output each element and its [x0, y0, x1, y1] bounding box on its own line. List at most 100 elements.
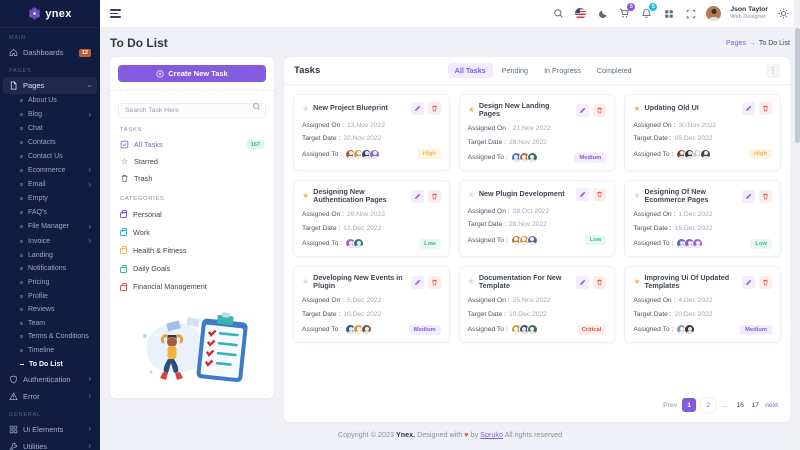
category-item[interactable]: Personal	[110, 205, 274, 223]
pagination-item[interactable]: next	[765, 401, 778, 409]
pagination-item[interactable]: 1	[682, 398, 697, 412]
tasks-tab[interactable]: In Progress	[537, 63, 588, 78]
star-icon[interactable]: ★	[302, 103, 310, 113]
brand-logo[interactable]: ynex	[0, 0, 100, 28]
star-icon[interactable]: ★	[302, 277, 310, 287]
delete-task-button[interactable]	[759, 102, 772, 115]
sidebar-subitem[interactable]: Terms & Conditions ›	[0, 330, 100, 344]
star-icon[interactable]: ★	[302, 191, 310, 201]
edit-task-button[interactable]	[742, 102, 755, 115]
sidebar-subitem[interactable]: Contacts ›	[0, 136, 100, 150]
page-scrollbar[interactable]	[794, 0, 800, 450]
sidebar-subitem[interactable]: About Us ›	[0, 94, 100, 108]
task-filter-item[interactable]: ☆ All Tasks 167	[110, 136, 274, 153]
pagination-item[interactable]: Prev	[663, 401, 678, 409]
pagination-item[interactable]: 17	[751, 401, 759, 409]
edit-task-button[interactable]	[576, 275, 590, 289]
breadcrumb-parent[interactable]: Pages	[726, 39, 746, 47]
pagination-item[interactable]: 2	[701, 398, 716, 412]
edit-task-button[interactable]	[576, 103, 590, 117]
assignee-avatar[interactable]	[700, 148, 712, 160]
user-avatar[interactable]	[706, 6, 722, 21]
task-filter-item[interactable]: ☆ Starred	[110, 153, 274, 170]
tasks-tab[interactable]: Completed	[590, 63, 639, 78]
pagination-item[interactable]: ...	[720, 402, 730, 409]
edit-task-button[interactable]	[576, 188, 590, 202]
language-flag-icon[interactable]	[574, 7, 587, 20]
sidebar-subitem[interactable]: File Manager ›	[0, 219, 100, 234]
more-options-icon[interactable]: ⋮	[766, 63, 780, 78]
assignee-avatar[interactable]	[526, 234, 538, 246]
tasks-tab[interactable]: Pending	[495, 63, 535, 78]
delete-task-button[interactable]	[593, 103, 607, 117]
sidebar-subitem[interactable]: Reviews ›	[0, 303, 100, 317]
star-icon[interactable]: ★	[633, 277, 641, 287]
sidebar-subitem[interactable]: Notifications ›	[0, 262, 100, 276]
sidebar-item-dashboards[interactable]: Dashboards 12	[0, 44, 100, 61]
search-icon[interactable]	[252, 102, 261, 111]
delete-task-button[interactable]	[759, 275, 772, 289]
category-item[interactable]: Financial Management	[110, 278, 274, 296]
sidebar-subitem[interactable]: Blog ›	[0, 108, 100, 123]
sidebar-subitem[interactable]: FAQ's ›	[0, 206, 100, 220]
sidebar-subitem[interactable]: Chat ›	[0, 122, 100, 136]
edit-task-button[interactable]	[410, 189, 424, 203]
assignee-avatar[interactable]	[361, 324, 373, 336]
cart-icon[interactable]: 5	[618, 3, 636, 20]
search-icon[interactable]	[552, 7, 565, 20]
sidebar-subitem[interactable]: Profile ›	[0, 289, 100, 303]
delete-task-button[interactable]	[759, 189, 772, 203]
user-info[interactable]: Json Taylor Web Designer	[730, 6, 768, 20]
assignee-avatar[interactable]	[692, 238, 704, 250]
sidebar-subitem[interactable]: Contact Us ›	[0, 149, 100, 163]
sidebar-subitem[interactable]: Email ›	[0, 178, 100, 193]
star-icon[interactable]: ★	[633, 103, 641, 113]
star-icon[interactable]: ★	[467, 189, 475, 199]
assignee-avatar[interactable]	[526, 324, 538, 336]
star-icon[interactable]: ★	[467, 105, 475, 115]
dark-mode-icon[interactable]	[596, 7, 609, 20]
sidebar-item-error[interactable]: Error ›	[0, 388, 100, 405]
task-filter-item[interactable]: ☆ Trash	[110, 170, 274, 187]
star-icon[interactable]: ★	[633, 191, 641, 201]
sidebar-subitem[interactable]: To Do List ›	[0, 357, 100, 371]
assignee-avatar[interactable]	[353, 238, 365, 250]
edit-task-button[interactable]	[742, 189, 755, 203]
delete-task-button[interactable]	[427, 102, 441, 115]
footer-link[interactable]: Spruko	[480, 430, 503, 439]
settings-gear-icon[interactable]	[777, 7, 790, 20]
scrollbar-thumb[interactable]	[794, 28, 800, 143]
sidebar-subitem[interactable]: Timeline ›	[0, 344, 100, 358]
apps-grid-icon[interactable]	[662, 7, 675, 20]
edit-task-button[interactable]	[410, 102, 424, 115]
sidebar-subitem[interactable]: Empty ›	[0, 192, 100, 206]
sidebar-item-pages[interactable]: Pages ›	[3, 77, 97, 94]
search-task-input[interactable]	[118, 103, 266, 118]
category-item[interactable]: Work	[110, 223, 274, 241]
sidebar-subitem[interactable]: Team ›	[0, 317, 100, 331]
sidebar-item-authentication[interactable]: Authentication ›	[0, 371, 100, 388]
menu-toggle-icon[interactable]	[110, 9, 121, 18]
sidebar-subitem[interactable]: Pricing ›	[0, 276, 100, 290]
delete-task-button[interactable]	[593, 275, 607, 289]
assignee-avatar[interactable]	[684, 324, 696, 336]
delete-task-button[interactable]	[427, 189, 441, 203]
assignee-avatar[interactable]	[369, 148, 381, 160]
category-item[interactable]: Daily Goals	[110, 260, 274, 278]
pagination-item[interactable]: 16	[736, 401, 744, 409]
tasks-tab[interactable]: All Tasks	[447, 63, 493, 78]
assignee-avatar[interactable]	[526, 152, 538, 164]
sidebar-subitem[interactable]: Landing ›	[0, 249, 100, 263]
sidebar-subitem[interactable]: Invoice ›	[0, 234, 100, 249]
notifications-bell-icon[interactable]: 5	[640, 3, 658, 20]
delete-task-button[interactable]	[593, 188, 607, 202]
create-new-task-button[interactable]: Create New Task	[118, 65, 266, 82]
edit-task-button[interactable]	[410, 275, 424, 289]
star-icon[interactable]: ★	[467, 277, 475, 287]
fullscreen-icon[interactable]	[684, 7, 697, 20]
sidebar-subitem[interactable]: Ecommerce ›	[0, 163, 100, 178]
sidebar-item-ui-elements[interactable]: Ui Elements ›	[0, 421, 100, 438]
sidebar-item-utilities[interactable]: Utilities ›	[0, 438, 100, 450]
delete-task-button[interactable]	[427, 275, 441, 289]
edit-task-button[interactable]	[742, 275, 755, 289]
